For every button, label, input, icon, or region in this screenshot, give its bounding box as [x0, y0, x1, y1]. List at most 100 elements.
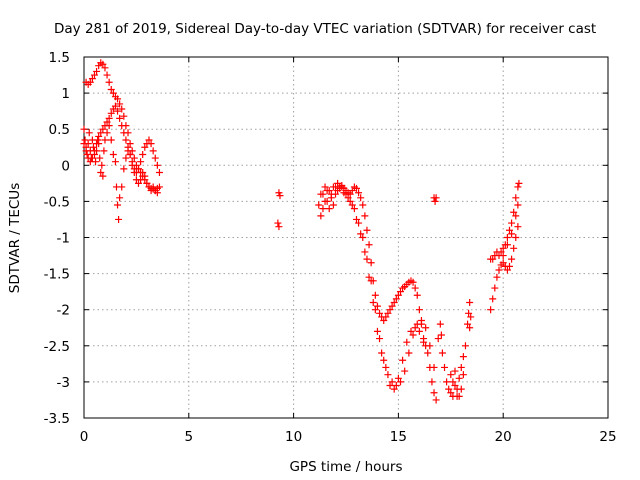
data-point: [82, 147, 90, 155]
data-point: [508, 255, 516, 263]
x-tick-label: 25: [599, 429, 616, 445]
data-point: [415, 327, 423, 335]
data-point: [499, 259, 507, 267]
data-point: [508, 230, 516, 238]
data-point: [394, 291, 402, 299]
data-point: [459, 353, 467, 361]
x-tick-label: 15: [390, 429, 407, 445]
data-point: [401, 367, 409, 375]
data-point: [139, 150, 147, 158]
data-point: [432, 194, 440, 202]
data-point: [355, 219, 363, 227]
data-point: [109, 150, 117, 158]
data-point: [122, 136, 130, 144]
data-point: [137, 158, 145, 166]
data-point: [466, 324, 474, 332]
data-point: [465, 309, 473, 317]
data-point: [93, 67, 101, 75]
data-point: [367, 259, 375, 267]
data-point: [118, 183, 126, 191]
data-point: [466, 298, 474, 306]
data-point: [155, 169, 163, 177]
data-point: [344, 194, 352, 202]
data-point: [139, 172, 147, 180]
data-point: [382, 313, 390, 321]
data-point: [409, 331, 417, 339]
data-point: [105, 78, 113, 86]
data-point: [275, 223, 283, 231]
data-point: [373, 327, 381, 335]
data-point: [499, 244, 507, 252]
data-point: [359, 234, 367, 241]
data-point: [120, 165, 128, 173]
data-point: [386, 382, 394, 390]
data-point: [319, 205, 327, 213]
data-point: [334, 179, 342, 187]
data-point: [489, 295, 497, 303]
data-point: [363, 226, 371, 234]
grid: [84, 57, 608, 418]
y-tick-label: -1.5: [44, 267, 70, 283]
data-point: [365, 241, 373, 249]
data-point: [428, 378, 436, 386]
data-point: [405, 349, 413, 357]
data-point: [118, 122, 126, 130]
data-point: [134, 179, 142, 187]
x-tick-label: 5: [185, 429, 194, 445]
data-point: [396, 378, 404, 386]
data-point: [434, 335, 442, 343]
data-point: [94, 136, 102, 144]
data-point: [503, 266, 511, 274]
data-point: [499, 252, 507, 260]
data-point: [508, 219, 516, 227]
data-point: [407, 327, 415, 335]
data-point: [359, 201, 367, 209]
y-tick-label: -1: [57, 231, 70, 247]
data-point: [437, 331, 445, 339]
data-point: [451, 367, 459, 375]
data-point: [85, 129, 93, 137]
y-tick-label: 1.5: [49, 50, 70, 66]
data-point: [514, 183, 522, 191]
data-point: [363, 255, 371, 263]
data-point: [380, 356, 388, 364]
data-point: [388, 378, 396, 386]
data-point: [430, 363, 438, 371]
data-point: [514, 223, 522, 231]
data-point: [126, 140, 134, 148]
data-point: [438, 349, 446, 357]
data-point: [114, 95, 122, 103]
data-point: [151, 154, 159, 162]
data-point: [99, 172, 107, 180]
data-point: [332, 183, 340, 191]
y-tick-label: -3.5: [44, 411, 70, 427]
data-point: [116, 194, 124, 202]
data-point: [107, 85, 115, 93]
data-point: [497, 248, 505, 256]
x-tick-label: 10: [285, 429, 302, 445]
data-point: [120, 129, 128, 137]
data-point: [413, 320, 421, 328]
data-point: [510, 244, 518, 252]
data-point: [153, 161, 161, 169]
data-point: [97, 129, 105, 137]
chart-title: Day 281 of 2019, Sidereal Day-to-day VTE…: [54, 21, 596, 37]
data-point: [340, 189, 348, 197]
data-point: [512, 194, 520, 202]
data-point: [361, 248, 369, 256]
y-tick-label: -0.5: [44, 194, 70, 210]
data-point: [88, 154, 96, 162]
data-point: [399, 356, 407, 364]
data-point: [449, 378, 457, 386]
data-point: [132, 169, 140, 177]
data-point: [90, 71, 98, 79]
data-point: [323, 187, 331, 195]
data-point: [101, 136, 109, 144]
data-point: [487, 306, 495, 314]
data-point: [441, 363, 449, 371]
data-point: [384, 371, 392, 379]
y-tick-label: -3: [57, 375, 70, 391]
data-point: [103, 118, 111, 126]
data-point: [116, 100, 124, 108]
data-point: [132, 161, 140, 169]
